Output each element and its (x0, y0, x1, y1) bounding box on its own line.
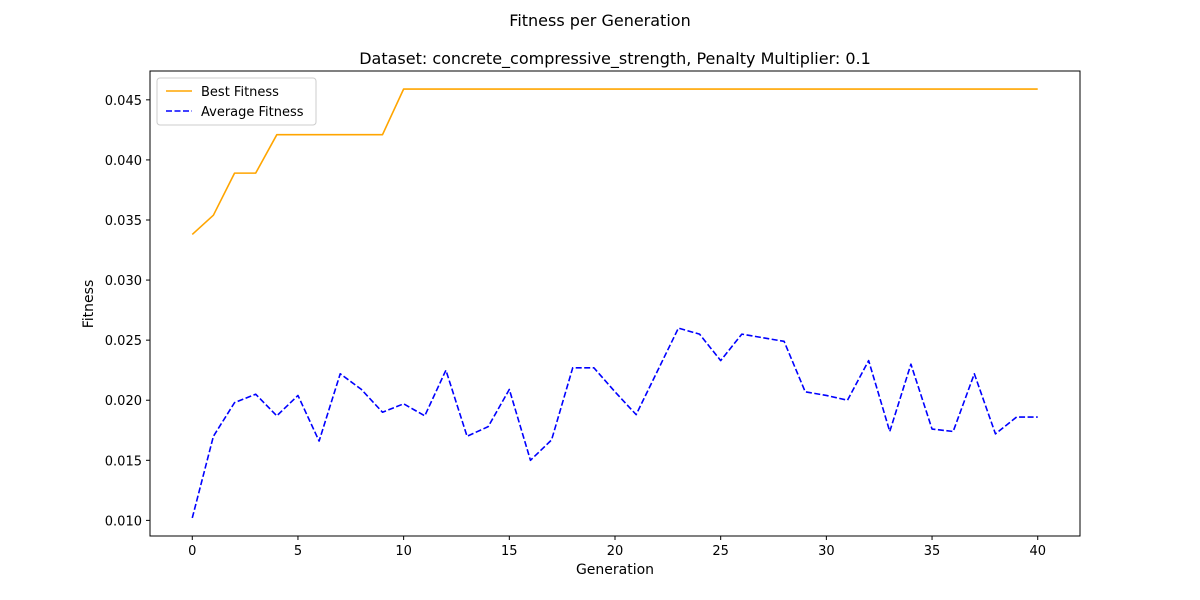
legend-label-best-fitness: Best Fitness (201, 85, 279, 100)
x-tick-label: 25 (712, 544, 729, 559)
plot-area-frame (149, 70, 1081, 537)
legend-box (156, 77, 317, 126)
x-tick-label: 20 (607, 544, 624, 559)
series-line-average-fitness (191, 327, 1038, 519)
y-tick-label: 0.030 (105, 274, 142, 289)
x-axis-ticks: 0 5 10 15 20 25 30 35 40 (188, 536, 1046, 559)
y-tick-label: 0.040 (105, 154, 142, 169)
y-tick-label: 0.045 (105, 94, 142, 109)
x-axis-label: Generation (576, 562, 654, 578)
y-tick-label: 0.015 (105, 454, 142, 469)
x-tick-label: 30 (818, 544, 835, 559)
chart-suptitle: Fitness per Generation (509, 11, 690, 30)
legend: Best Fitness Average Fitness (156, 77, 317, 126)
x-tick-label: 15 (501, 544, 518, 559)
x-tick-label: 10 (395, 544, 412, 559)
x-tick-label: 5 (294, 544, 302, 559)
y-tick-label: 0.010 (105, 514, 142, 529)
legend-label-average-fitness: Average Fitness (201, 105, 304, 120)
y-tick-label: 0.035 (105, 214, 142, 229)
y-axis-ticks: 0.010 0.015 0.020 0.025 0.030 0.035 0.040 0.045 (105, 94, 150, 529)
series-line-best-fitness (191, 88, 1038, 236)
y-axis-label: Fitness (81, 280, 97, 329)
x-tick-label: 0 (188, 544, 196, 559)
series-lines (191, 88, 1038, 519)
y-tick-label: 0.020 (105, 394, 142, 409)
y-tick-label: 0.025 (105, 334, 142, 349)
chart-title: Dataset: concrete_compressive_strength, … (359, 49, 871, 69)
x-tick-label: 40 (1029, 544, 1046, 559)
x-tick-label: 35 (924, 544, 941, 559)
